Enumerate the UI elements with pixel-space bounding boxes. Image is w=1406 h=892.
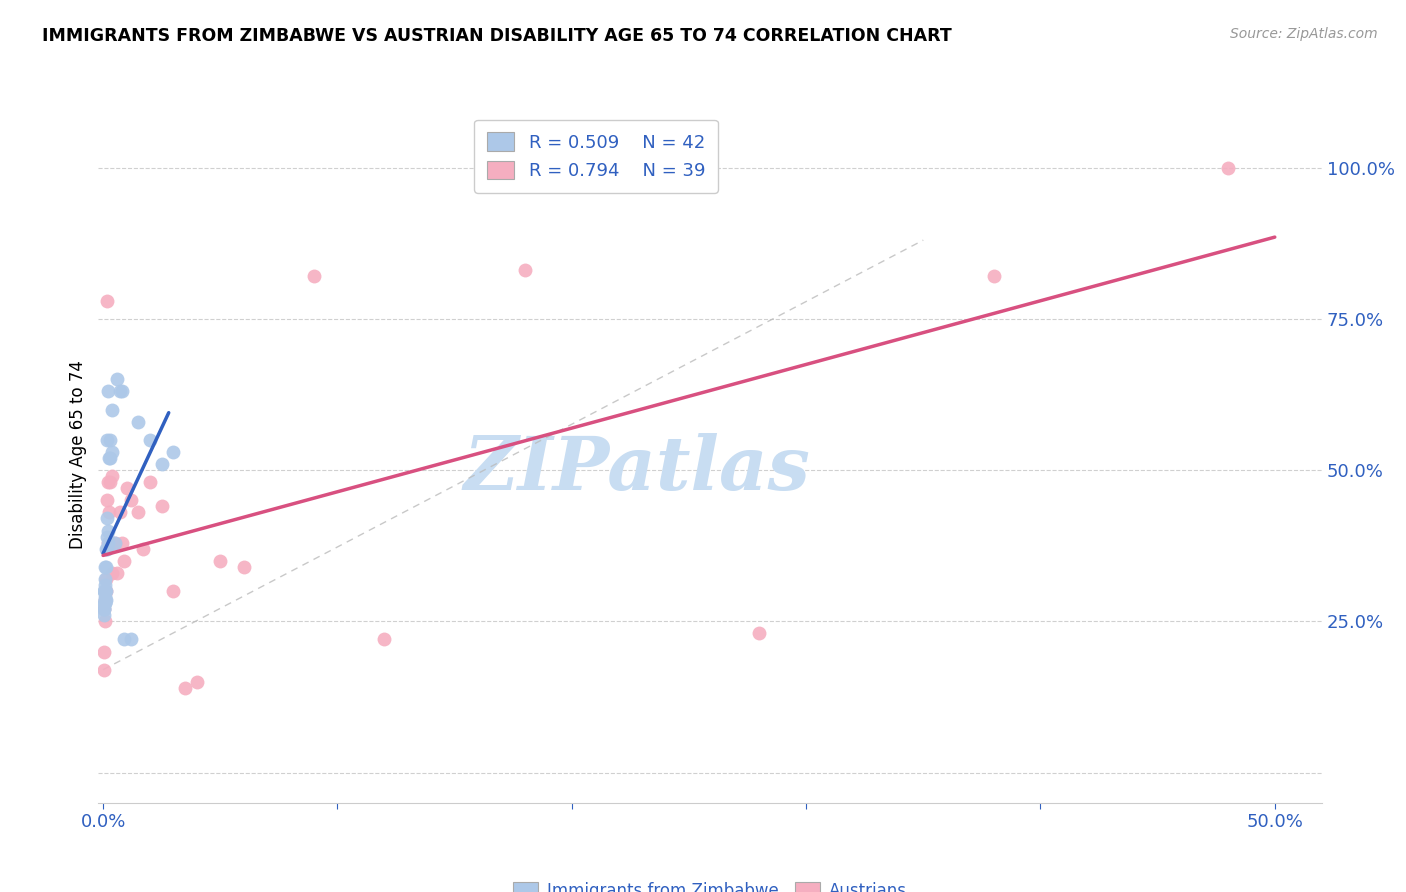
- Point: [112, 554, 135, 568]
- Point: [96, 511, 118, 525]
- Point: [127, 415, 149, 429]
- Point: [132, 541, 155, 556]
- Text: Source: ZipAtlas.com: Source: ZipAtlas.com: [1230, 27, 1378, 41]
- Point: [127, 505, 149, 519]
- Point: [98, 450, 121, 465]
- Point: [98, 505, 121, 519]
- Point: [96, 584, 118, 599]
- Point: [97, 475, 120, 490]
- Point: [98, 475, 121, 490]
- Point: [96, 433, 118, 447]
- Point: [97, 535, 120, 549]
- Point: [104, 535, 127, 549]
- Point: [162, 445, 184, 459]
- Point: [93, 644, 115, 658]
- Point: [111, 535, 134, 549]
- Point: [93, 608, 115, 623]
- Point: [94, 593, 117, 607]
- Point: [94, 559, 117, 574]
- Point: [93, 602, 115, 616]
- Point: [94, 593, 117, 607]
- Point: [98, 450, 121, 465]
- Point: [98, 535, 121, 549]
- Point: [98, 433, 121, 447]
- Point: [983, 269, 1005, 284]
- Point: [112, 632, 135, 647]
- Point: [94, 584, 117, 599]
- Point: [94, 593, 117, 607]
- Point: [94, 572, 117, 586]
- Point: [96, 530, 118, 544]
- Point: [97, 535, 120, 549]
- Point: [93, 584, 115, 599]
- Point: [96, 541, 118, 556]
- Point: [96, 493, 118, 508]
- Point: [120, 632, 142, 647]
- Text: ZIPatlas: ZIPatlas: [463, 433, 810, 505]
- Point: [97, 384, 120, 399]
- Text: IMMIGRANTS FROM ZIMBABWE VS AUSTRIAN DISABILITY AGE 65 TO 74 CORRELATION CHART: IMMIGRANTS FROM ZIMBABWE VS AUSTRIAN DIS…: [42, 27, 952, 45]
- Point: [94, 590, 117, 604]
- Point: [97, 524, 120, 538]
- Point: [93, 615, 117, 629]
- Point: [93, 663, 115, 677]
- Point: [96, 559, 118, 574]
- Point: [93, 596, 117, 610]
- Point: [232, 559, 254, 574]
- Point: [120, 493, 142, 508]
- Point: [96, 293, 118, 308]
- Point: [209, 554, 232, 568]
- Point: [93, 602, 115, 616]
- Point: [174, 681, 197, 695]
- Point: [105, 372, 128, 386]
- Point: [94, 572, 117, 586]
- Point: [104, 535, 127, 549]
- Point: [186, 674, 208, 689]
- Point: [101, 566, 124, 580]
- Point: [162, 584, 184, 599]
- Point: [513, 263, 536, 277]
- Point: [94, 578, 117, 592]
- Point: [108, 505, 131, 519]
- Point: [93, 584, 117, 599]
- Point: [150, 500, 173, 514]
- Point: [302, 269, 325, 284]
- Point: [93, 584, 115, 599]
- Point: [93, 584, 115, 599]
- Point: [115, 481, 138, 495]
- Point: [1216, 161, 1239, 175]
- Point: [94, 593, 117, 607]
- Point: [93, 596, 115, 610]
- Point: [150, 457, 173, 471]
- Point: [105, 566, 128, 580]
- Point: [139, 433, 162, 447]
- Point: [96, 541, 118, 556]
- Point: [94, 584, 117, 599]
- Legend: Immigrants from Zimbabwe, Austrians: Immigrants from Zimbabwe, Austrians: [505, 874, 915, 892]
- Point: [139, 475, 162, 490]
- Point: [111, 384, 134, 399]
- Point: [101, 402, 124, 417]
- Point: [108, 384, 131, 399]
- Point: [101, 469, 124, 483]
- Point: [93, 596, 115, 610]
- Y-axis label: Disability Age 65 to 74: Disability Age 65 to 74: [69, 360, 87, 549]
- Point: [93, 602, 115, 616]
- Point: [748, 626, 770, 640]
- Point: [373, 632, 395, 647]
- Point: [101, 445, 124, 459]
